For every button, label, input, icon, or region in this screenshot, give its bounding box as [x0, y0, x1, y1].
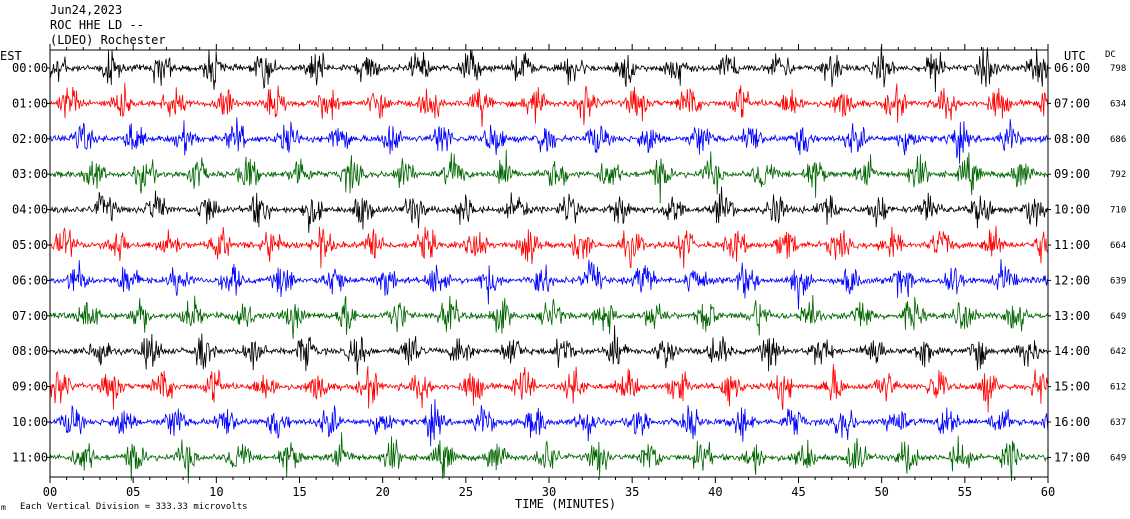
utc-axis-label: UTC [1064, 49, 1086, 63]
utc-hour-label: 16:00 [1054, 415, 1090, 429]
date-label: Jun24,2023 [50, 3, 123, 17]
utc-hour-label: 09:00 [1054, 167, 1090, 181]
utc-hour-label: 08:00 [1054, 132, 1090, 146]
est-hour-label: 03:00 [12, 167, 48, 181]
plot-frame [49, 49, 1049, 478]
est-hour-label: 09:00 [12, 380, 48, 394]
est-hour-label: 01:00 [12, 96, 48, 110]
utc-hour-label: 12:00 [1054, 273, 1090, 287]
est-hour-label: 10:00 [12, 415, 48, 429]
x-tick-label: 00 [43, 485, 57, 499]
est-hour-label: 00:00 [12, 61, 48, 75]
utc-hour-label: 10:00 [1054, 203, 1090, 217]
x-tick-label: 60 [1041, 485, 1055, 499]
trace-row-9 [49, 363, 1049, 413]
x-axis-label: TIME (MINUTES) [515, 497, 616, 511]
station-label: ROC HHE LD -- [50, 18, 144, 32]
dc-axis-label: DC [1105, 50, 1116, 60]
trace-group [49, 46, 1049, 484]
x-tick-label: 30 [542, 485, 556, 499]
x-tick-label: 05 [126, 485, 140, 499]
x-tick-label: 50 [874, 485, 888, 499]
est-hour-label: 05:00 [12, 238, 48, 252]
dc-offset-label: 642 [1110, 347, 1126, 357]
trace-row-2 [49, 117, 1049, 164]
est-hour-label: 02:00 [12, 132, 48, 146]
est-axis-label: EST [0, 49, 22, 63]
utc-hour-label: 06:00 [1054, 61, 1090, 75]
dc-offset-label: 634 [1110, 99, 1126, 109]
dc-offset-label: 686 [1110, 135, 1126, 145]
x-tick-label: 35 [625, 485, 639, 499]
footer-note: Each Vertical Division = 333.33 microvol… [20, 502, 248, 512]
chart-header: Jun24,2023 ROC HHE LD -- (LDEO) Rocheste… [50, 3, 166, 48]
network-label: (LDEO) Rochester [50, 33, 166, 47]
footer-mark: m [1, 503, 6, 512]
utc-hour-label: 13:00 [1054, 309, 1090, 323]
utc-hour-label: 14:00 [1054, 344, 1090, 358]
dc-offset-label: 792 [1110, 170, 1126, 180]
dc-offset-label: 612 [1110, 383, 1126, 393]
utc-hour-label: 17:00 [1054, 450, 1090, 464]
x-tick-label: 25 [459, 485, 473, 499]
dc-offset-label: 649 [1110, 453, 1126, 463]
trace-row-4 [49, 186, 1049, 233]
trace-row-11 [49, 432, 1049, 484]
est-hour-label: 04:00 [12, 203, 48, 217]
x-tick-label: 45 [791, 485, 805, 499]
utc-hour-label: 11:00 [1054, 238, 1090, 252]
axes-group [47, 44, 1051, 483]
trace-row-6 [49, 259, 1049, 310]
dc-offset-label: 639 [1110, 276, 1126, 286]
utc-hour-label: 07:00 [1054, 96, 1090, 110]
x-tick-label: 20 [375, 485, 389, 499]
utc-hour-label: 15:00 [1054, 380, 1090, 394]
trace-row-7 [49, 294, 1049, 339]
x-tick-label: 10 [209, 485, 223, 499]
trace-row-1 [49, 82, 1049, 127]
dc-offset-label: 637 [1110, 418, 1126, 428]
est-hour-label: 07:00 [12, 309, 48, 323]
est-hour-label: 06:00 [12, 273, 48, 287]
est-hour-label: 08:00 [12, 344, 48, 358]
trace-row-10 [49, 399, 1049, 447]
dc-offset-label: 710 [1110, 206, 1126, 216]
dc-offset-label: 798 [1110, 64, 1126, 74]
trace-row-5 [49, 225, 1049, 269]
dc-offset-label: 664 [1110, 241, 1126, 251]
labels-group: EST UTC DC TIME (MINUTES) m Each Vertica… [0, 49, 1126, 512]
trace-row-3 [49, 149, 1049, 204]
x-tick-label: 15 [292, 485, 306, 499]
est-hour-label: 11:00 [12, 450, 48, 464]
dc-offset-label: 649 [1110, 312, 1126, 322]
trace-row-0 [49, 46, 1049, 93]
x-tick-label: 40 [708, 485, 722, 499]
x-tick-label: 55 [958, 485, 972, 499]
trace-row-8 [49, 325, 1049, 376]
